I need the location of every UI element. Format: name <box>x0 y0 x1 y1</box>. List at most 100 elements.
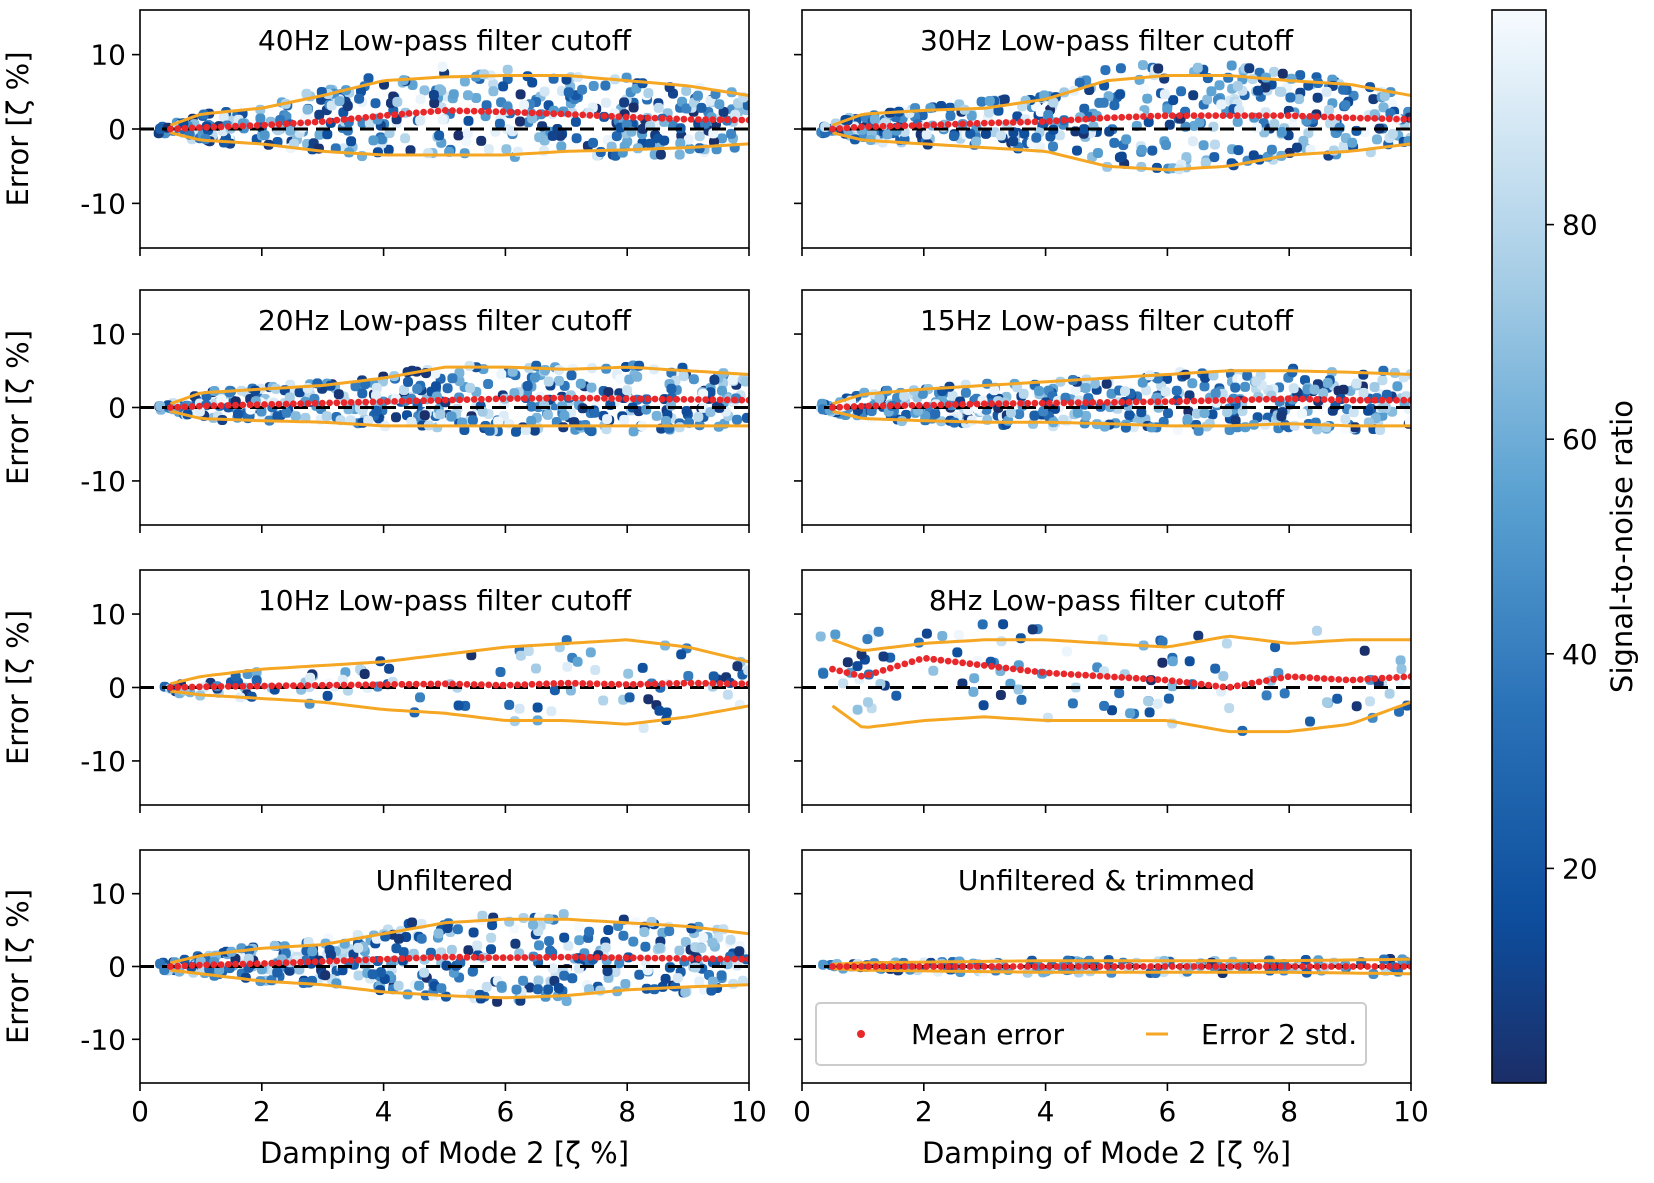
mean-error-point <box>1111 963 1118 970</box>
scatter-point <box>628 426 639 437</box>
mean-error-point <box>456 953 464 961</box>
mean-error-point <box>355 114 362 122</box>
scatter-point <box>1230 415 1241 426</box>
y-axis-label: Error [ζ %] <box>1 330 35 485</box>
mean-error-point <box>1132 963 1140 970</box>
mean-error-point <box>1168 112 1176 119</box>
y-axis-label: Error [ζ %] <box>1 610 35 765</box>
mean-error-point <box>1205 681 1212 689</box>
mean-error-point <box>973 119 981 127</box>
scatter-point <box>624 692 635 703</box>
mean-error-point <box>1328 675 1335 683</box>
mean-error-point <box>528 680 536 688</box>
mean-error-point <box>253 682 261 690</box>
mean-error-point <box>731 396 738 404</box>
mean-error-point <box>311 958 319 966</box>
scatter-point <box>1048 141 1058 152</box>
scatter-point <box>717 133 727 144</box>
mean-error-point <box>644 114 652 122</box>
mean-error-point <box>564 394 572 402</box>
mean-error-point <box>723 116 731 124</box>
scatter-point <box>628 102 639 113</box>
scatter-point <box>696 943 707 954</box>
scatter-point <box>1216 99 1227 110</box>
scatter-point <box>321 411 332 422</box>
mean-error-point <box>1125 674 1133 682</box>
mean-error-point <box>673 115 681 123</box>
mean-error-point <box>886 963 894 970</box>
mean-error-point <box>1320 963 1328 970</box>
mean-error-point <box>966 120 974 127</box>
mean-error-point <box>658 954 666 962</box>
scatter-point <box>1305 716 1315 727</box>
mean-error-point <box>311 682 319 689</box>
mean-error-point <box>1299 673 1306 681</box>
scatter-point <box>511 984 522 995</box>
scatter-point <box>527 113 538 124</box>
mean-error-point <box>937 121 945 129</box>
scatter-point <box>983 107 994 118</box>
mean-error-point <box>687 679 695 687</box>
mean-error-point <box>680 679 688 687</box>
mean-error-point <box>210 402 218 410</box>
mean-error-point <box>427 680 435 688</box>
scatter-point <box>603 387 614 398</box>
mean-error-point <box>1277 112 1285 119</box>
mean-error-point <box>333 681 341 689</box>
mean-error-point <box>543 394 550 402</box>
scatter-point <box>556 141 567 152</box>
mean-error-series <box>167 107 749 133</box>
mean-error-point <box>673 955 681 962</box>
mean-error-point <box>369 681 377 689</box>
scatter-point <box>1074 77 1085 88</box>
scatter-point <box>1277 68 1288 79</box>
legend-mean-label: Mean error <box>911 1018 1064 1051</box>
mean-error-point <box>550 110 558 118</box>
mean-error-point <box>858 963 865 970</box>
scatter-point <box>1312 92 1323 103</box>
mean-error-point <box>1082 115 1089 123</box>
mean-error-point <box>528 395 536 402</box>
mean-error-point <box>1255 396 1263 403</box>
mean-error-point <box>521 109 529 116</box>
mean-error-point <box>203 402 211 410</box>
scatter-point <box>600 80 611 91</box>
mean-error-point <box>959 963 966 970</box>
plot-area <box>140 635 749 733</box>
mean-error-point <box>886 122 894 130</box>
mean-error-point <box>297 119 304 127</box>
mean-error-point <box>564 953 572 961</box>
scatter-point <box>672 973 683 984</box>
scatter-point <box>1209 152 1220 163</box>
scatter-point <box>523 646 534 656</box>
scatter-point <box>1014 409 1025 420</box>
scatter-point <box>1079 103 1090 114</box>
mean-error-point <box>1031 118 1039 126</box>
mean-error-point <box>973 963 981 970</box>
upper-2std-line <box>832 369 1411 406</box>
mean-error-point <box>865 123 872 130</box>
scatter-point <box>999 94 1010 105</box>
mean-error-point <box>1009 963 1017 970</box>
mean-error-point <box>1364 396 1371 404</box>
mean-error-point <box>858 672 865 680</box>
scatter-point <box>978 700 989 711</box>
scatter-point <box>1242 370 1253 381</box>
mean-error-point <box>1400 115 1408 123</box>
scatter-point <box>1359 645 1370 656</box>
mean-error-point <box>196 402 203 410</box>
scatter-point <box>969 673 980 684</box>
scatter-point <box>1248 150 1259 161</box>
scatter-point <box>667 119 678 130</box>
mean-error-point <box>1024 667 1032 675</box>
mean-error-point <box>966 400 974 408</box>
mean-error-point <box>384 398 391 405</box>
panel-2: 30Hz Low-pass filter cutoff <box>794 9 1412 256</box>
scatter-point <box>873 626 884 637</box>
mean-error-point <box>203 961 211 969</box>
mean-error-point <box>1299 112 1306 120</box>
scatter-point <box>1276 411 1287 422</box>
panel-4: 15Hz Low-pass filter cutoff <box>794 289 1412 533</box>
mean-error-point <box>1096 672 1104 680</box>
scatter-point <box>1114 688 1125 699</box>
